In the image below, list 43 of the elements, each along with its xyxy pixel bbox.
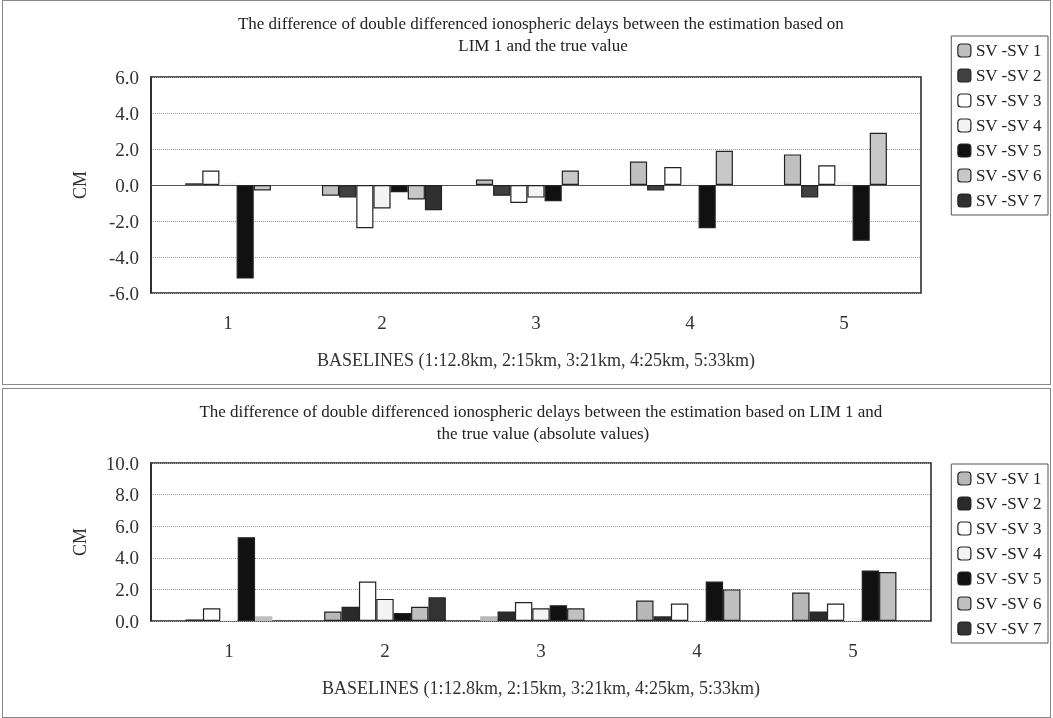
- y-tick-label: 2.0: [115, 138, 139, 160]
- legend-label: SV -SV 6: [975, 594, 1042, 613]
- y-tick-label: -4.0: [108, 246, 139, 268]
- y-tick-label: 2.0: [115, 578, 139, 600]
- y-tick-label: 0.0: [115, 174, 139, 196]
- x-tick-label: 5: [839, 312, 849, 333]
- x-tick-label: 3: [536, 640, 546, 661]
- x-tick-label: 1: [223, 312, 233, 333]
- y-tick-label: 6.0: [115, 66, 139, 88]
- legend-label: SV -SV 2: [975, 66, 1042, 85]
- x-tick-label: 3: [531, 312, 541, 333]
- y-tick-label: -6.0: [108, 282, 139, 304]
- y-axis-title: CM: [70, 170, 90, 200]
- x-tick-label: 4: [692, 640, 703, 661]
- legend-label: SV -SV 7: [975, 191, 1042, 210]
- legend-label: SV -SV 6: [975, 166, 1042, 185]
- legend-label: SV -SV 2: [975, 494, 1042, 513]
- y-tick-label: 10.0: [105, 452, 139, 474]
- chart-title: The difference of double differenced ionospheric delays between the estimation based on LIM 1 and the true value (absolute values): [199, 401, 887, 443]
- legend-label: SV -SV 3: [975, 519, 1042, 538]
- y-tick-label: 4.0: [115, 102, 139, 124]
- x-axis-title: BASELINES (1:12.8km, 2:15km, 3:21km, 4:25km, 5:33km): [316, 350, 756, 371]
- y-tick-label: -2.0: [108, 210, 139, 232]
- y-tick-label: 8.0: [115, 484, 139, 506]
- chart-title: The difference of double differenced ionospheric delays between the estimation based on LIM 1 and the true value: [237, 13, 849, 55]
- x-tick-label: 1: [224, 640, 234, 661]
- y-tick-label: 6.0: [115, 515, 139, 537]
- legend-label: SV -SV 5: [975, 141, 1042, 160]
- x-tick-label: 2: [377, 312, 387, 333]
- legend-label: SV -SV 7: [975, 619, 1042, 638]
- y-tick-label: 0.0: [115, 610, 139, 632]
- legend-label: SV -SV 1: [975, 469, 1042, 488]
- legend-label: SV -SV 3: [975, 91, 1042, 110]
- y-axis-title: CM: [70, 527, 90, 557]
- y-tick-label: 4.0: [115, 547, 139, 569]
- x-tick-label: 5: [848, 640, 858, 661]
- x-tick-label: 4: [685, 312, 696, 333]
- x-tick-label: 2: [380, 640, 390, 661]
- legend-label: SV -SV 4: [975, 116, 1042, 135]
- legend-label: SV -SV 5: [975, 569, 1042, 588]
- x-axis-title: BASELINES (1:12.8km, 2:15km, 3:21km, 4:25km, 5:33km): [321, 678, 761, 699]
- legend-label: SV -SV 1: [975, 41, 1042, 60]
- legend-label: SV -SV 4: [975, 544, 1042, 563]
